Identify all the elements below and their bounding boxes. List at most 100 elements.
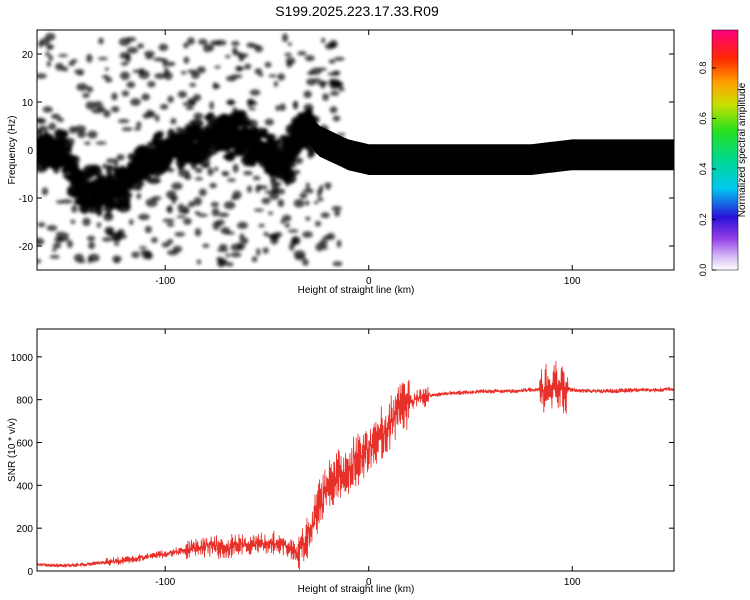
spectrogram-noise-blob [82,217,91,227]
spectrogram-energy-blob [66,185,75,197]
spectrogram-noise-blob [322,235,331,240]
spectrogram-energy-blob [203,115,211,120]
spectrogram-noise-blob [218,212,230,218]
spectrogram-hot-spot [239,136,245,141]
spectrogram-noise-blob [49,254,60,259]
figure-title: S199.2025.223.17.33.R09 [275,3,439,19]
spectrogram-noise-blob [126,46,139,54]
spectrogram-noise-blob [185,105,194,110]
spectrogram-energy-blob [264,162,276,172]
spectrogram-noise-blob [314,220,322,227]
spectrogram-noise-blob [329,90,340,96]
spectrogram-noise-blob [126,81,136,89]
spectrogram-noise-blob [338,87,345,92]
spectrogram-noise-blob [275,105,281,112]
spectrogram-energy-blob [262,156,277,164]
spectrogram-hot-spot [259,144,268,149]
spectrogram-noise-blob [111,92,118,101]
spectrogram-hot-spot [68,165,74,171]
spectrogram-energy-blob [267,133,273,145]
spectrogram-noise-blob [45,51,50,57]
spectrogram-hot-spot [121,181,128,189]
spectrogram-noise-blob [282,214,292,222]
spectrogram-energy-blob [242,162,256,167]
spectrogram-x-label: Height of straight line (km) [298,285,415,296]
spectrogram-hot-spot [38,150,48,156]
spectrogram-y-label: Frequency (Hz) [7,116,18,185]
spectrogram-noise-blob [317,197,324,202]
spectrogram-hot-spot [96,190,107,196]
spectrogram-noise-blob [289,242,295,251]
spectrogram-noise-blob [133,127,142,131]
spectrogram-noise-blob [166,238,174,245]
spectrogram-noise-blob [286,61,292,68]
spectrogram-noise-blob [324,43,335,50]
spectrogram-energy-blob [178,148,191,160]
snr-x-tick-label: 100 [564,577,581,588]
spectrogram-noise-blob [183,217,192,225]
spectrogram-noise-blob [221,171,230,177]
spectrogram-energy-blob [239,127,253,133]
spectrogram-noise-blob [58,53,69,58]
spectrogram-noise-blob [202,243,210,248]
spectrogram-noise-blob [209,182,217,189]
spectrogram-noise-blob [198,188,207,197]
snr-y-tick-label: 1000 [11,353,34,364]
spectrogram-noise-blob [196,259,202,265]
spectrogram-hot-spot [47,154,53,160]
spectrogram-noise-blob [145,54,154,60]
spectrogram-noise-blob [253,208,265,212]
spectrogram-noise-blob [37,73,47,79]
spectrogram-noise-blob [138,213,150,221]
spectrogram-energy-blob [153,132,165,137]
spectrogram-hot-spot [79,193,89,199]
spectrogram-noise-blob [180,70,187,75]
spectrogram-noise-blob [92,101,104,109]
spectrogram-hot-spot [191,144,197,149]
spectrogram-noise-blob [86,86,94,93]
spectrogram-energy-blob [142,175,152,180]
colorbar-tick-label: 0.4 [698,163,708,176]
spectrogram-noise-blob [58,235,70,242]
spectrogram-noise-blob [232,163,239,173]
spectrogram-noise-blob [138,70,150,80]
spectrogram-energy-blob [200,163,210,169]
spectrogram-energy-blob [43,130,49,141]
spectrogram-noise-blob [264,118,274,126]
spectrogram-noise-blob [243,237,249,245]
spectrogram-noise-blob [52,242,62,249]
spectrogram-energy-blob [72,190,81,198]
spectrogram-noise-blob [212,221,221,231]
spectrogram-hot-spot [171,150,177,155]
spectrogram-noise-blob [227,99,235,106]
spectrogram-noise-blob [136,193,142,200]
spectrogram-noise-blob [121,90,130,97]
spectrogram-noise-blob [194,211,201,215]
spectrogram-noise-blob [223,201,236,210]
spectrogram-noise-blob [198,38,208,45]
spectrogram-energy-blob [103,205,114,212]
spectrogram-noise-blob [214,84,221,89]
spectrogram-noise-blob [209,44,214,52]
spectrogram-noise-blob [121,127,133,132]
spectrogram-noise-blob [153,57,163,62]
spectrogram-noise-blob [111,106,120,113]
spectrogram-noise-blob [155,114,160,122]
spectrogram-energy-blob [89,164,102,173]
spectrogram-y-tick-label: 10 [22,98,34,109]
spectrogram-noise-blob [106,228,114,237]
spectrogram-noise-blob [40,37,50,46]
spectrogram-noise-blob [170,118,177,125]
spectrogram-hot-spot [214,131,220,136]
spectrogram-noise-blob [268,192,280,200]
snr-x-tick-label: -100 [155,577,175,588]
spectrogram-noise-blob [113,242,120,246]
spectrogram-noise-blob [277,199,285,208]
spectrogram-energy-blob [76,198,91,205]
spectrogram-noise-blob [98,37,104,45]
spectrogram-noise-blob [225,253,231,258]
spectrogram-energy-blob [178,127,186,132]
spectrogram-hot-spot [136,161,143,167]
colorbar-tick-label: 0.8 [698,62,708,75]
spectrogram-noise-blob [299,192,308,199]
